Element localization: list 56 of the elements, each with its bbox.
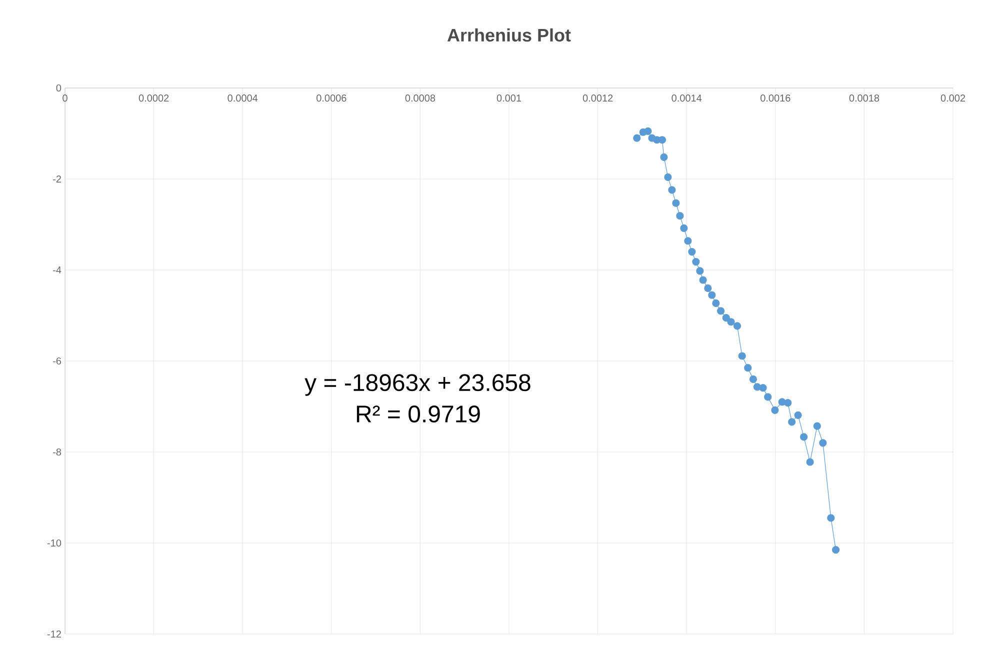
point [819, 439, 827, 447]
point [708, 291, 716, 299]
point [676, 212, 684, 220]
point [722, 314, 730, 322]
point [680, 224, 688, 232]
point [788, 418, 796, 426]
y-tick-label: 0 [56, 84, 62, 92]
x-tick-label: 0.0006 [316, 94, 346, 102]
point [759, 384, 767, 392]
x-tick-label: 0.001 [496, 94, 522, 102]
y-tick-label: -2 [53, 176, 61, 182]
point [633, 134, 641, 142]
x-tick-label: 0.0018 [849, 94, 880, 102]
point [688, 248, 696, 256]
point [800, 433, 808, 441]
point [744, 364, 752, 372]
point [813, 422, 821, 430]
annotation: R² = 0.9719 [356, 406, 480, 422]
point [672, 199, 680, 207]
point [733, 322, 742, 330]
point [684, 237, 692, 245]
point [806, 458, 814, 466]
x-tick-label: 0.0016 [760, 94, 790, 102]
point [832, 546, 840, 554]
x-tick-label: 0.002 [940, 94, 966, 102]
point [727, 318, 735, 326]
x-tick-label: 0.0008 [405, 94, 436, 102]
point [696, 267, 704, 275]
point [764, 393, 772, 401]
point [712, 299, 720, 308]
x-tick-label: 0.0012 [582, 94, 613, 102]
chart-title: Arrhenius Plot [447, 28, 571, 42]
x-tick-label: 0.0004 [228, 94, 258, 102]
point [704, 284, 712, 292]
y-tick-label: -6 [53, 357, 62, 365]
x-tick-label: 0 [62, 94, 68, 102]
annotation: y = -18963x + 23.658 [304, 374, 530, 396]
point [827, 514, 835, 522]
x-tick-label: 0.0002 [138, 94, 169, 102]
point [716, 307, 725, 315]
y-tick-label: -4 [53, 266, 62, 274]
y-tick-label: -8 [53, 448, 62, 456]
point [699, 276, 707, 284]
x-tick-label: 0.0014 [672, 94, 702, 102]
point [749, 375, 758, 383]
y-tick-label: -10 [47, 539, 62, 547]
point [692, 258, 700, 266]
point [784, 399, 792, 407]
point [794, 411, 802, 419]
point [644, 127, 652, 136]
point [668, 186, 676, 194]
point [738, 352, 746, 360]
y-tick-label: -12 [47, 630, 61, 638]
point [660, 153, 668, 161]
point [771, 406, 779, 414]
point [664, 173, 672, 181]
